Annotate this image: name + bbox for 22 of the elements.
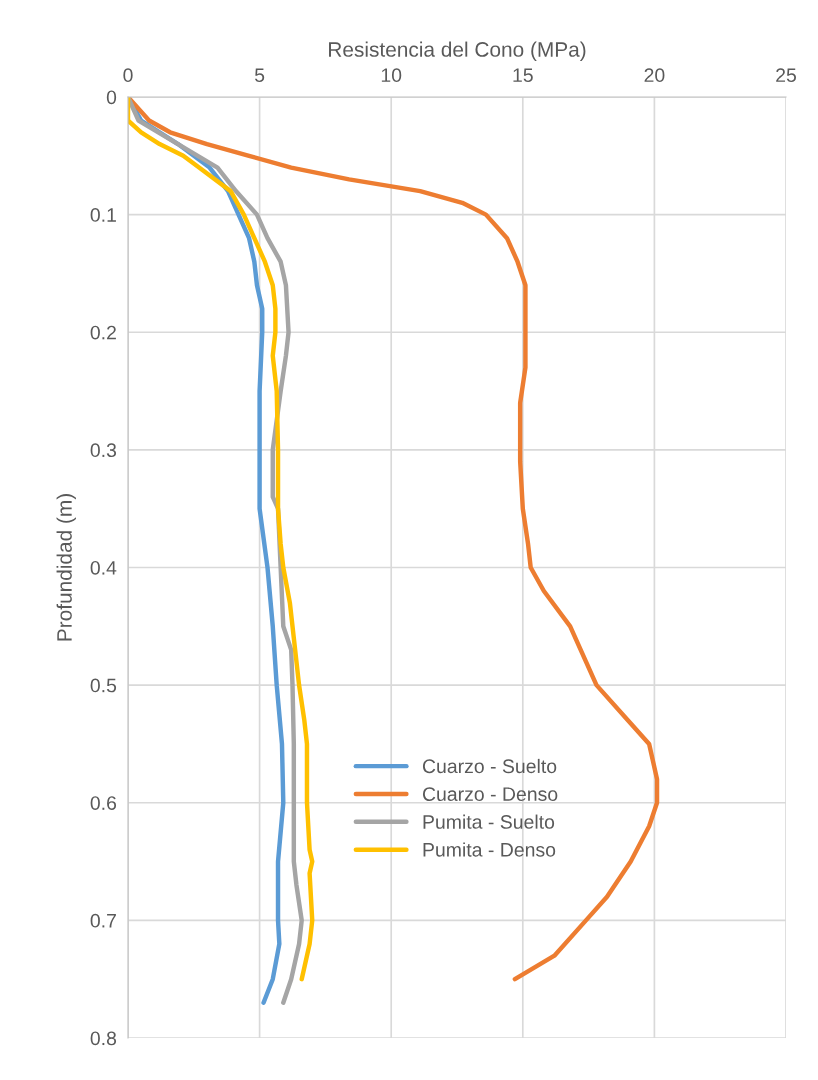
x-tick-label: 10 [381,68,402,83]
x-tick-label: 5 [254,68,265,83]
y-tick-label: 0.8 [90,1031,117,1046]
y-tick-label: 0.7 [90,913,116,928]
legend-label: Pumita - Denso [423,842,556,857]
y-tick-label: 0.6 [90,796,117,810]
y-tick-label: 0.2 [90,325,116,340]
y-tick-label: 0 [106,90,117,105]
x-tick-label: 15 [513,68,533,83]
legend-label: Cuarzo - Suelto [422,758,557,774]
y-tick-label: 0.1 [90,208,116,222]
legend-label: Pumita - Suelto [423,814,555,829]
y-tick-label: 0.3 [90,443,117,458]
y-tick-label: 0.5 [90,678,117,693]
x-tick-label: 25 [776,68,796,83]
x-tick-label: 20 [644,68,665,83]
y-axis-title: Profundidad (m) [56,494,76,641]
x-tick-label: 0 [123,68,133,83]
line-series [128,97,660,982]
x-axis-title: Resistencia del Cono (MPa) [329,41,586,61]
y-tick-label: 0.4 [90,560,117,575]
legend-label: Cuarzo - Denso [422,787,558,801]
